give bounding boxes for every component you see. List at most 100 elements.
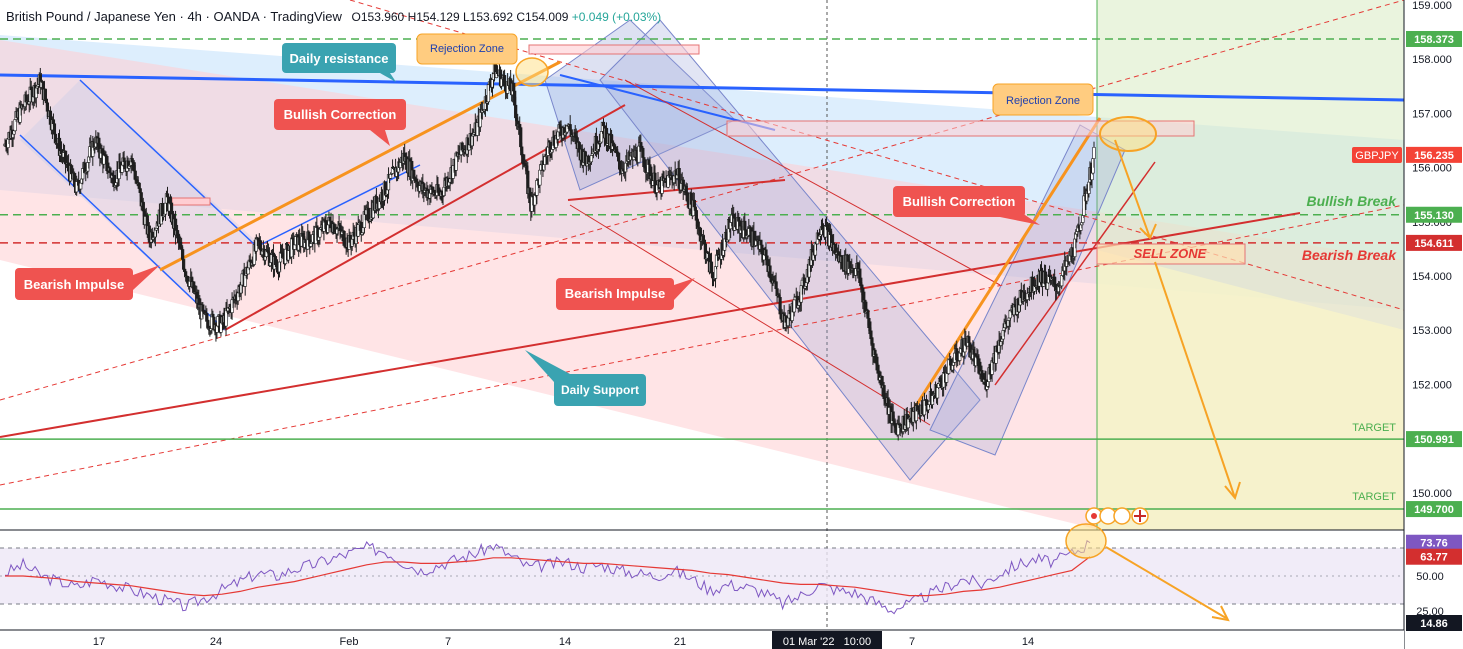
event-icon-3[interactable] [1113,507,1131,525]
rejection-circle-2 [1099,116,1157,152]
candle-body [955,348,959,361]
price-tag-bg [1406,146,1462,163]
price-tags: 158.373 156.235 155.130 154.611 150.991 149.7… [1406,30,1462,631]
candles-group [3,55,1096,441]
candle-body [1045,282,1050,290]
candle-body [601,121,606,127]
rsi-circle [1065,523,1107,559]
time-axis[interactable] [0,630,1404,649]
time-label: 14 [559,636,571,648]
candle-body [1060,275,1064,287]
callout-bearish-impulse-2[interactable]: Bearish Impulse [556,278,695,310]
price-tag-bg [1406,206,1462,223]
rejection-circle-1 [515,57,549,87]
daily-support-line[interactable] [0,212,1301,438]
red-channel-band [0,40,1404,530]
price-levels [0,38,1404,510]
price-tick: 157.000 [1412,108,1452,120]
callout-rejection-zone-1[interactable]: Rejection Zone [416,33,518,65]
bear-line-upper [624,79,1001,286]
sell-zone-rect[interactable] [1096,243,1246,265]
candle-body [43,88,47,100]
bearish-break-label: Bearish Break [1302,247,1397,263]
price-tag-bg [1406,431,1462,448]
symbol-name: British Pound / Japanese Yen [6,9,176,24]
rsi-signal-line [5,556,1091,597]
candle-body [589,155,593,163]
rsi-arrow [1105,546,1227,619]
callout-rejection-zone-2[interactable]: Rejection Zone [992,83,1094,116]
arrow-to-sell-zone [1114,139,1151,239]
price-tag-text: 154.611 [1414,238,1453,250]
callout-bullish-correction-2[interactable]: Bullish Correction [893,186,1040,225]
price-tick: 156.000 [1412,163,1452,175]
arrow-head-1 [1139,223,1157,240]
candle-body [935,387,940,399]
bear-channel-upper [79,79,256,246]
gbpjpy-tag: GBPJPY [1352,147,1402,163]
crosshair-date-tag: 01 Mar '22 10:00 [772,631,882,649]
arrow-to-target [1154,261,1236,499]
callout-bearish-impulse-1[interactable]: Bearish Impulse [15,265,160,300]
rsi-lines [4,539,1091,615]
candle-body [502,75,507,83]
small-rect [171,197,211,206]
candle-body [79,182,83,190]
rally-channel-lower [994,161,1156,386]
rejection-rect-2 [726,120,1195,137]
channel-rect-2 [599,19,981,481]
rsi-tag-bg [1406,534,1462,551]
low-value: L153.692 [462,10,514,24]
time-label: Feb [340,636,359,648]
callout-daily-resistance[interactable]: Daily resistance [282,43,396,82]
time-label: 17 [93,636,105,648]
time-label: 7 [909,636,915,648]
time-label: 14 [1022,636,1034,648]
callout-bullish-correction-1[interactable]: Bullish Correction [274,99,406,146]
candle-body [318,228,322,238]
rsi-arrow-head [1211,605,1230,622]
channel-rect-0 [20,80,255,330]
bearish-impulse-1-text: Bearish Impulse [24,277,124,292]
dashed-trend-2 [0,204,1405,486]
candle-body [137,182,141,189]
open-value: O153.960 [351,10,405,24]
price-tag-bg [1406,501,1462,518]
dashed-trend-1 [0,0,1405,401]
candle-body [309,243,313,247]
price-tag-text: 156.235 [1414,150,1454,162]
platform: TradingView [270,9,342,24]
rsi-tick: 50.00 [1416,571,1444,583]
event-flag-icon [1091,513,1097,519]
candle-body [52,123,57,135]
bull-channel-upper [159,60,561,272]
rejection-zone-2-text: Rejection Zone [1006,95,1080,107]
daily-resistance-text: Daily resistance [289,51,388,66]
gbpjpy-tag-text: GBPJPY [1355,150,1399,162]
chart-header: British Pound / Japanese Yen · 4h · OAND… [6,9,662,24]
candle-body [1092,147,1096,159]
time-label: 24 [210,636,222,648]
candle-body [611,142,616,147]
change-value: +0.049 (+0.03%) [571,10,662,24]
rsi-tag-text: 73.76 [1420,538,1448,550]
arrow-head-2 [1224,481,1241,501]
time-labels: 17 24 Feb 7 14 21 7 14 [93,636,1034,648]
bullish-break-label: Bullish Break [1307,193,1398,209]
price-tag-bg [1406,30,1462,47]
uk-flag-icon [1134,510,1146,522]
candle-body [201,304,205,312]
short-support [567,179,786,201]
daily-resistance-line[interactable] [0,73,1405,102]
candle-body [138,188,142,193]
price-tick: 153.000 [1412,325,1452,337]
candle-body [293,244,297,250]
timeframe[interactable]: 4h [187,9,202,24]
target-1-label: TARGET [1352,422,1396,434]
crosshair-date-text: 01 Mar '22 10:00 [783,636,871,648]
price-tick: 152.000 [1412,379,1452,391]
rsi-tag-text: 63.77 [1420,552,1448,564]
event-icons[interactable] [1085,507,1149,525]
callout-daily-support[interactable]: Daily Support [525,350,646,406]
